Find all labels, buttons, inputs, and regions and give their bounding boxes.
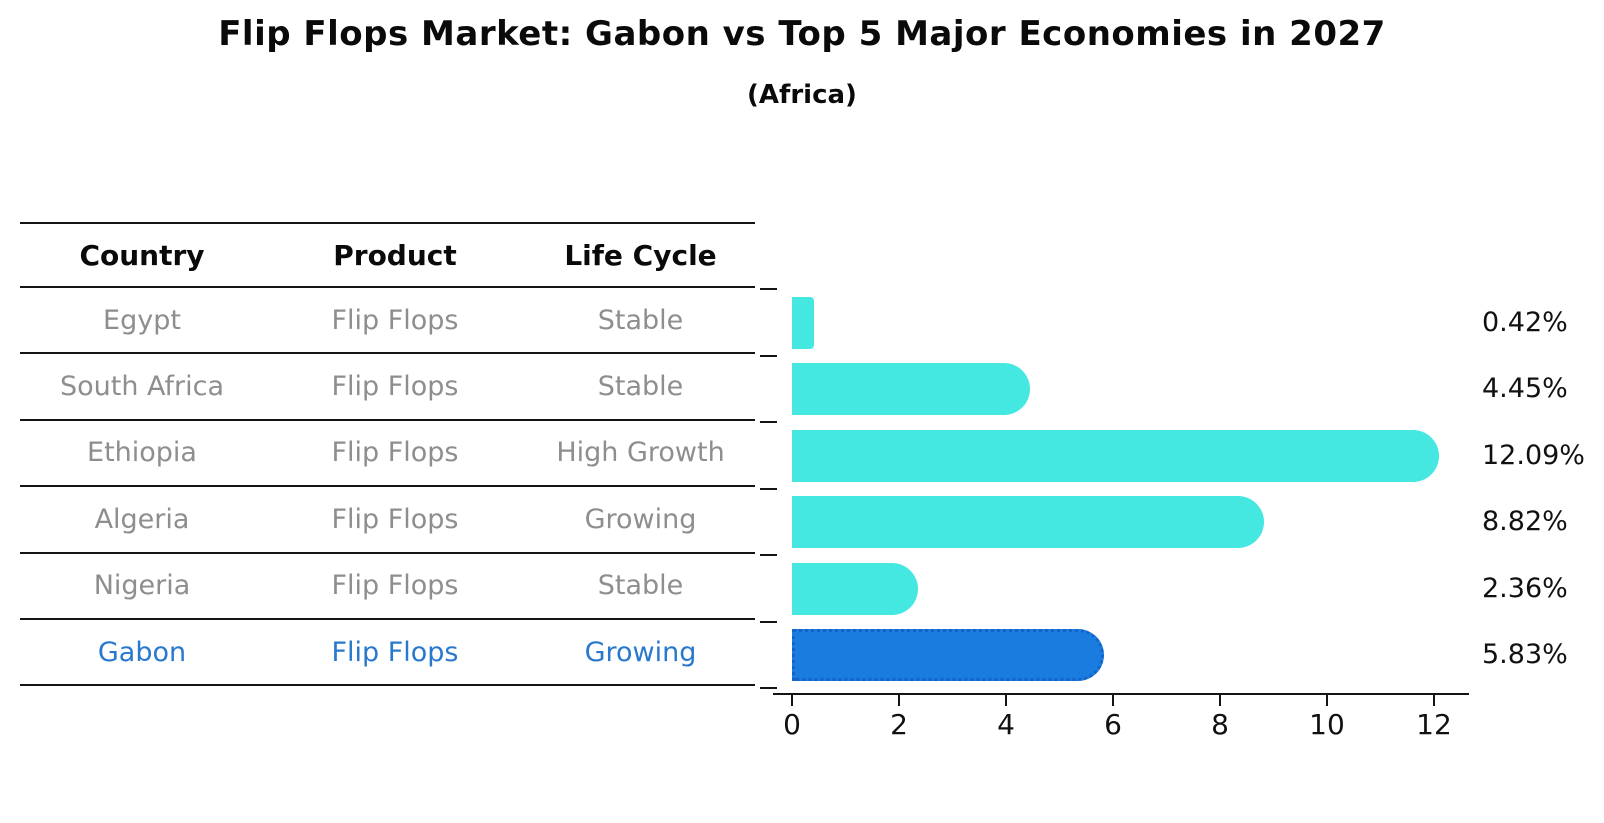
- table-row: Nigeria Flip Flops Stable: [20, 554, 755, 620]
- bar-value-label: 4.45%: [1482, 373, 1568, 404]
- chart-title: Flip Flops Market: Gabon vs Top 5 Major …: [218, 14, 1386, 54]
- table-row: South Africa Flip Flops Stable: [20, 354, 755, 421]
- table-cell-product: Flip Flops: [331, 503, 459, 535]
- bar-value-label: 12.09%: [1482, 439, 1585, 471]
- x-axis-tick-label: 0: [783, 708, 801, 741]
- table-body: Egypt Flip Flops Stable South Africa Flip Fl…: [20, 288, 755, 687]
- bar-value-label: 8.82%: [1482, 506, 1568, 537]
- bar-algeria: [792, 496, 1264, 548]
- table-row: Ethiopia Flip Flops High Growth: [20, 421, 755, 488]
- x-axis-tick: [1219, 695, 1221, 706]
- bar-gabon: [792, 629, 1104, 681]
- x-axis-tick-label: 10: [1309, 708, 1345, 741]
- table-cell-country: South Africa: [59, 371, 225, 403]
- x-axis-tick-label: 2: [890, 708, 908, 741]
- table-cell-country: Algeria: [94, 503, 190, 535]
- table-row: Gabon Flip Flops Growing: [20, 620, 755, 687]
- x-axis-tick: [1433, 695, 1435, 706]
- x-axis-tick-label: 8: [1211, 708, 1229, 741]
- table-cell-life-cycle: Growing: [584, 636, 697, 668]
- table-cell-product: Flip Flops: [331, 304, 459, 336]
- table-cell-country: Ethiopia: [87, 437, 197, 469]
- y-axis-tick: [760, 288, 777, 290]
- x-axis-tick: [791, 695, 793, 706]
- x-axis-tick: [1326, 695, 1328, 706]
- x-axis-tick: [1005, 695, 1007, 706]
- table-header-product: Product: [333, 238, 457, 272]
- y-axis-tick: [760, 620, 777, 623]
- table-cell-product: Flip Flops: [331, 371, 459, 403]
- country-table: Country Product Life Cycle Egypt Flip Flops…: [20, 222, 755, 687]
- y-axis-tick: [760, 421, 777, 423]
- chart-subtitle: (Africa): [747, 80, 857, 110]
- table-cell-life-cycle: Stable: [597, 570, 684, 602]
- table-cell-life-cycle: Stable: [597, 371, 684, 403]
- bar-south-africa: [792, 363, 1031, 415]
- table-cell-product: Flip Flops: [331, 570, 459, 602]
- table-header-life-cycle: Life Cycle: [564, 238, 717, 272]
- bar-value-label: 5.83%: [1482, 639, 1568, 670]
- bar-egypt: [792, 296, 815, 349]
- table-header-row: Country Product Life Cycle: [20, 222, 755, 288]
- table-cell-product: Flip Flops: [331, 437, 459, 469]
- x-axis-tick-label: 4: [997, 708, 1015, 741]
- x-axis-line: [773, 693, 1469, 695]
- table-cell-life-cycle: High Growth: [556, 437, 725, 469]
- table-cell-country: Egypt: [103, 304, 181, 336]
- table-row: Egypt Flip Flops Stable: [20, 288, 755, 355]
- x-axis-tick-label: 6: [1104, 708, 1122, 741]
- bar-nigeria: [792, 562, 919, 615]
- table-cell-country: Nigeria: [93, 570, 191, 602]
- table-row: Algeria Flip Flops Growing: [20, 487, 755, 554]
- table-header-country: Country: [79, 238, 205, 272]
- x-axis-tick-label: 12: [1416, 708, 1452, 741]
- bar-value-label: 0.42%: [1482, 306, 1568, 338]
- bar-ethiopia: [792, 429, 1439, 482]
- y-axis-tick: [760, 554, 777, 556]
- y-axis-tick: [760, 354, 777, 357]
- y-axis-tick: [760, 687, 777, 689]
- x-axis-tick: [898, 695, 900, 706]
- table-cell-country: Gabon: [97, 636, 187, 668]
- table-cell-life-cycle: Stable: [597, 304, 684, 336]
- x-axis-tick: [1112, 695, 1114, 706]
- table-cell-life-cycle: Growing: [584, 503, 697, 535]
- y-axis-tick: [760, 487, 777, 490]
- table-cell-product: Flip Flops: [331, 636, 459, 668]
- bar-value-label: 2.36%: [1482, 572, 1568, 604]
